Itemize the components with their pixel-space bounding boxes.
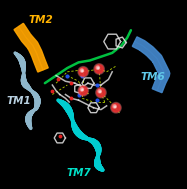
Text: TM1: TM1 xyxy=(6,96,31,106)
Text: TM6: TM6 xyxy=(141,72,166,81)
Polygon shape xyxy=(14,23,48,72)
Circle shape xyxy=(99,91,101,92)
Circle shape xyxy=(82,70,83,72)
Circle shape xyxy=(114,106,116,108)
Circle shape xyxy=(96,66,99,69)
Circle shape xyxy=(82,89,83,91)
Text: TM7: TM7 xyxy=(66,168,91,178)
Circle shape xyxy=(79,87,87,95)
Circle shape xyxy=(95,65,103,73)
Circle shape xyxy=(94,64,104,74)
Circle shape xyxy=(111,102,121,113)
Circle shape xyxy=(80,69,84,72)
Circle shape xyxy=(96,87,106,98)
Text: TM2: TM2 xyxy=(29,15,53,25)
Circle shape xyxy=(78,85,88,96)
Circle shape xyxy=(97,67,99,69)
Circle shape xyxy=(80,88,84,91)
Circle shape xyxy=(78,67,88,77)
Circle shape xyxy=(97,88,105,97)
Circle shape xyxy=(112,104,120,112)
Circle shape xyxy=(113,105,116,108)
Circle shape xyxy=(79,68,87,76)
Circle shape xyxy=(98,90,101,93)
Polygon shape xyxy=(132,37,170,93)
